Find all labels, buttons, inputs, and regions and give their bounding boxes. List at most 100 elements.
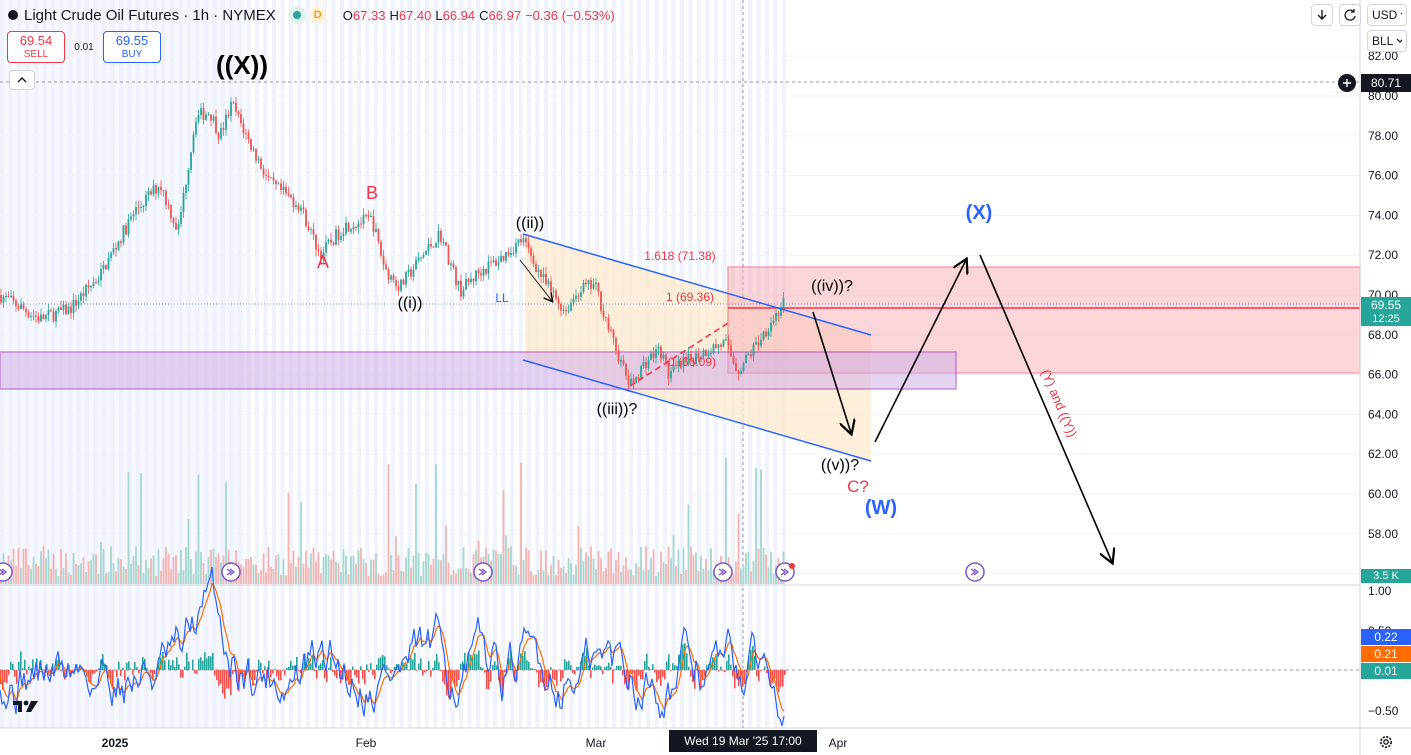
volume-bar xyxy=(665,563,667,584)
settings-button[interactable] xyxy=(1378,734,1394,750)
histogram-bar xyxy=(532,668,534,670)
histogram-bar xyxy=(316,670,318,679)
volume-bar xyxy=(392,570,395,584)
label-C: C? xyxy=(847,477,869,496)
volume-bar xyxy=(445,525,447,584)
histogram-bar xyxy=(702,670,704,681)
volume-bar xyxy=(200,551,202,584)
histogram-bar xyxy=(566,661,568,670)
histogram-bar xyxy=(198,659,200,670)
candle-body xyxy=(377,228,380,242)
histogram-bar xyxy=(724,670,726,673)
candle-body xyxy=(402,279,405,285)
download-button[interactable] xyxy=(1311,4,1333,26)
histogram-bar xyxy=(478,650,480,670)
volume-bar xyxy=(415,484,417,584)
volume-bar xyxy=(347,574,350,584)
add-alert-button[interactable] xyxy=(1338,74,1356,92)
volume-bar xyxy=(82,557,85,584)
histogram-bar xyxy=(526,660,528,670)
candle-body xyxy=(617,350,620,362)
unit-select[interactable]: BLL xyxy=(1367,30,1407,52)
candle-body xyxy=(195,121,197,135)
candle-body xyxy=(770,322,772,332)
candle-body xyxy=(532,255,535,264)
histogram-bar xyxy=(310,663,312,670)
volume-bar xyxy=(640,547,642,584)
currency-select[interactable]: USD xyxy=(1367,4,1407,26)
candle-body xyxy=(362,214,365,224)
candle-body xyxy=(237,111,240,114)
candle-body xyxy=(572,299,575,303)
sell-price: 69.54 xyxy=(19,33,53,48)
volume-bar xyxy=(62,568,65,584)
candle-body xyxy=(72,299,75,313)
histogram-bar xyxy=(360,666,362,670)
buy-price: 69.55 xyxy=(115,33,149,48)
volume-bar xyxy=(477,540,480,584)
histogram-bar xyxy=(502,670,504,697)
histogram-bar xyxy=(730,664,732,670)
candle-body xyxy=(637,377,640,380)
candle-body xyxy=(317,249,320,252)
candle-body xyxy=(585,282,587,285)
support-zone xyxy=(0,351,957,390)
refresh-button[interactable] xyxy=(1339,4,1361,26)
volume-bar xyxy=(65,552,67,584)
volume-bar xyxy=(320,573,322,584)
candle-body xyxy=(280,183,282,190)
histogram-bar xyxy=(320,663,322,670)
candle-body xyxy=(5,296,7,298)
volume-bar xyxy=(85,571,87,584)
buy-button[interactable]: 69.55 BUY xyxy=(103,31,161,63)
histogram-bar xyxy=(500,670,502,692)
candle-body xyxy=(22,304,25,309)
eye-icon[interactable] xyxy=(287,6,306,24)
volume-bar xyxy=(372,559,375,584)
histogram-bar xyxy=(680,650,682,670)
histogram-bar xyxy=(782,670,784,687)
histogram-bar xyxy=(386,665,388,670)
volume-bar xyxy=(377,573,380,584)
histogram-bar xyxy=(496,665,498,670)
collapse-legend-button[interactable] xyxy=(9,70,35,90)
volume-bar xyxy=(330,559,332,584)
candle-body xyxy=(435,242,437,248)
candle-body xyxy=(447,245,450,265)
histogram-bar xyxy=(638,670,640,676)
chart-title[interactable]: Light Crude Oil Futures · 1h · NYMEX xyxy=(24,6,276,24)
candle-body xyxy=(527,242,530,249)
volume-bar xyxy=(335,561,337,584)
histogram-bar xyxy=(662,670,664,677)
histogram-bar xyxy=(284,670,286,676)
candle-body xyxy=(555,290,557,299)
ohlc-values: O67.33 H67.40 L66.94 C66.97 −0.36 (−0.53… xyxy=(343,8,615,23)
volume-bar xyxy=(15,566,17,584)
histogram-bar xyxy=(432,668,434,670)
candle-body xyxy=(205,114,207,120)
histogram-bar xyxy=(98,668,100,670)
histogram-bar xyxy=(48,670,50,674)
histogram-bar xyxy=(26,670,28,675)
histogram-bar xyxy=(96,670,98,672)
histogram-bar xyxy=(454,670,456,686)
tradingview-logo[interactable] xyxy=(12,698,42,719)
sell-button[interactable]: 69.54 SELL xyxy=(7,31,65,63)
histogram-bar xyxy=(276,670,278,677)
volume-bar xyxy=(607,551,610,584)
histogram-bar xyxy=(24,659,26,670)
volume-bar xyxy=(292,550,295,584)
histogram-bar xyxy=(296,656,298,670)
histogram-bar xyxy=(204,652,206,670)
volume-bar xyxy=(192,574,195,584)
volume-bar xyxy=(315,561,317,584)
histogram-bar xyxy=(438,662,440,670)
volume-bar xyxy=(252,564,255,584)
histogram-bar xyxy=(610,666,612,670)
candle-body xyxy=(647,360,650,369)
candle-body xyxy=(472,278,475,282)
histogram-bar xyxy=(440,670,442,671)
volume-bar xyxy=(692,555,695,584)
volume-bar xyxy=(52,553,55,584)
